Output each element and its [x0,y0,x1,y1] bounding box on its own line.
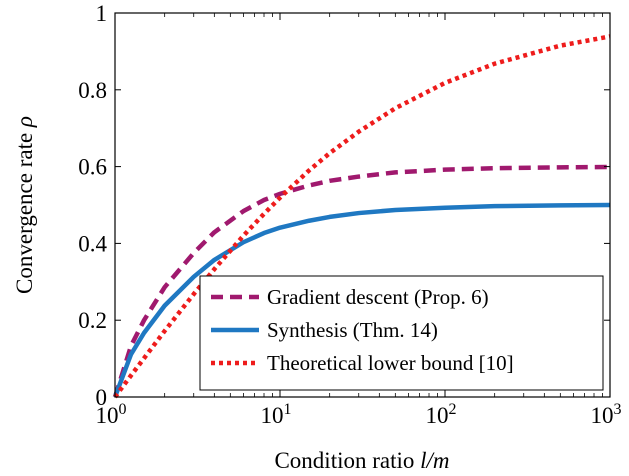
series-line-1 [112,164,611,398]
x-axis-label-prefix: Condition ratio [274,448,420,473]
legend-label-2: Synthesis (Thm. 14) [267,318,438,342]
x-tick-label: 101 [261,401,292,428]
series-line-3 [113,34,611,399]
x-tick-label: 100 [96,401,127,428]
y-tick-label: 1 [96,1,108,26]
svg-text:Condition ratio l/m: Condition ratio l/m [274,448,449,473]
x-tick-label: 102 [426,401,457,428]
y-axis-label-var: ρ [12,116,37,128]
series-line-2 [112,202,611,398]
legend-label-3: Theoretical lower bound [10] [267,351,514,375]
x-axis-label-var: l/m [420,448,449,473]
x-tick-label: 103 [591,401,622,428]
y-axis-label: Convergence rate ρ [12,116,37,294]
y-tick-label: 0.2 [78,308,107,333]
x-axis-label: Condition ratio l/m [274,448,449,473]
legend: Gradient descent (Prop. 6) Synthesis (Thm… [199,275,604,391]
legend-box [199,275,604,391]
y-tick-label: 0 [96,385,108,410]
legend-label-1: Gradient descent (Prop. 6) [267,285,489,309]
y-tick-label: 0.8 [78,78,107,103]
y-axis-label-prefix: Convergence rate [12,127,37,294]
y-tick-label: 0.6 [78,155,107,180]
svg-text:Convergence rate ρ: Convergence rate ρ [12,116,37,294]
plot-frame [114,12,611,398]
y-tick-label: 0.4 [78,231,107,256]
